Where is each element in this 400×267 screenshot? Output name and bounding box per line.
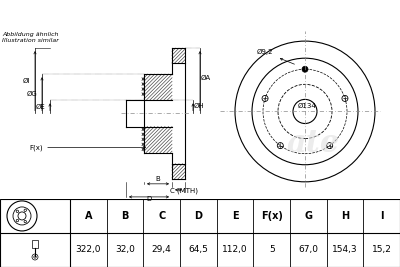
- Text: ØH: ØH: [194, 103, 205, 109]
- Text: 112,0: 112,0: [222, 245, 248, 254]
- Text: Abbildung ähnlich: Abbildung ähnlich: [2, 32, 58, 37]
- Text: E: E: [232, 211, 238, 221]
- Text: C: C: [158, 211, 165, 221]
- Text: 15,2: 15,2: [372, 245, 392, 254]
- Text: 322,0: 322,0: [76, 245, 101, 254]
- Text: H: H: [341, 211, 349, 221]
- Text: F(x): F(x): [261, 211, 283, 221]
- Text: B: B: [121, 211, 129, 221]
- Text: 32,0: 32,0: [115, 245, 135, 254]
- Text: ØG: ØG: [26, 91, 37, 97]
- Text: D: D: [194, 211, 202, 221]
- Text: C (MTH): C (MTH): [170, 188, 198, 194]
- Text: D: D: [146, 196, 152, 202]
- Text: Ø134: Ø134: [298, 103, 316, 108]
- Text: ØA: ØA: [201, 74, 211, 81]
- Text: F(x): F(x): [29, 144, 43, 151]
- Text: B: B: [156, 176, 160, 182]
- Bar: [32, 240, 38, 248]
- Text: 5: 5: [269, 245, 274, 254]
- Text: Ø9,2: Ø9,2: [257, 49, 273, 55]
- Text: G: G: [304, 211, 312, 221]
- Text: ØE: ØE: [35, 104, 45, 110]
- Text: 67,0: 67,0: [298, 245, 318, 254]
- Text: A: A: [84, 211, 92, 221]
- Text: ØI: ØI: [23, 78, 30, 84]
- Text: 532101: 532101: [275, 7, 333, 21]
- Text: I: I: [380, 211, 384, 221]
- Text: 64,5: 64,5: [188, 245, 208, 254]
- Text: Illustration similar: Illustration similar: [2, 38, 59, 43]
- Circle shape: [302, 66, 308, 72]
- Text: ate: ate: [286, 128, 340, 159]
- Text: 24.0332-0101.1: 24.0332-0101.1: [90, 7, 214, 21]
- Text: 29,4: 29,4: [152, 245, 172, 254]
- Text: 154,3: 154,3: [332, 245, 358, 254]
